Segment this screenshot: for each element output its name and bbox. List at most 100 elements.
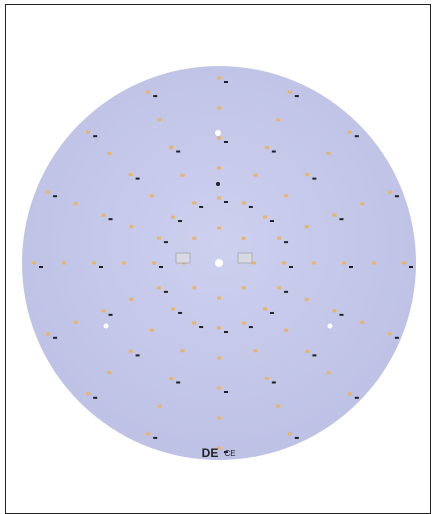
led <box>86 130 91 134</box>
led <box>402 261 406 265</box>
resistor <box>339 313 344 316</box>
mount-hole <box>215 130 221 136</box>
led <box>241 236 246 240</box>
led <box>217 356 221 360</box>
led <box>253 349 258 353</box>
resistor <box>354 135 359 138</box>
led <box>264 146 269 150</box>
led <box>171 307 176 311</box>
resistor <box>53 195 58 198</box>
led <box>217 416 221 420</box>
led <box>284 328 289 332</box>
resistor <box>409 266 413 268</box>
resistor <box>284 290 289 293</box>
led <box>217 136 221 140</box>
led <box>152 261 156 265</box>
led <box>276 118 281 122</box>
led <box>253 173 258 177</box>
led <box>101 213 106 217</box>
led <box>262 307 267 311</box>
led <box>192 201 197 205</box>
led <box>387 190 392 194</box>
led <box>241 286 246 290</box>
resistor <box>224 81 228 83</box>
led <box>326 371 331 375</box>
led <box>360 202 365 206</box>
resistor <box>99 266 103 268</box>
resistor <box>339 218 344 221</box>
resistor <box>269 311 274 314</box>
resistor <box>153 436 158 439</box>
led <box>305 349 310 353</box>
led <box>252 261 256 265</box>
resistor <box>271 150 276 153</box>
led <box>146 90 151 94</box>
led <box>107 151 112 155</box>
resistor <box>159 266 163 268</box>
via <box>216 182 220 186</box>
resistor <box>93 135 98 138</box>
led <box>347 392 352 396</box>
resistor <box>199 205 204 208</box>
led <box>157 404 162 408</box>
led <box>107 371 112 375</box>
led <box>217 386 221 390</box>
led <box>149 328 154 332</box>
led <box>46 332 51 336</box>
led <box>282 261 286 265</box>
led <box>264 376 269 380</box>
resistor <box>39 266 43 268</box>
resistor <box>224 391 228 393</box>
resistor <box>153 95 158 98</box>
resistor <box>163 290 168 293</box>
led <box>128 173 133 177</box>
resistor <box>284 241 289 244</box>
resistor <box>163 241 168 244</box>
led <box>192 236 197 240</box>
led <box>326 151 331 155</box>
led <box>217 226 221 230</box>
resistor <box>93 396 98 399</box>
led <box>217 446 221 450</box>
led <box>180 173 185 177</box>
led <box>304 297 309 301</box>
led <box>217 106 221 110</box>
led <box>332 213 337 217</box>
led <box>262 215 267 219</box>
resistor <box>394 195 399 198</box>
resistor <box>224 201 228 203</box>
resistor <box>394 336 399 339</box>
led <box>171 215 176 219</box>
led <box>360 320 365 324</box>
resistor <box>108 218 113 221</box>
led <box>73 320 78 324</box>
led <box>217 196 221 200</box>
led <box>62 261 66 265</box>
de-mark: DE <box>202 446 219 460</box>
mount-hole <box>215 259 223 267</box>
resistor <box>269 220 274 223</box>
resistor <box>135 177 140 180</box>
resistor <box>53 336 58 339</box>
led <box>241 321 246 325</box>
led <box>277 236 282 240</box>
led <box>217 326 221 330</box>
resistor <box>224 451 228 453</box>
connector <box>175 252 191 264</box>
led <box>217 76 221 80</box>
led <box>276 404 281 408</box>
led <box>304 225 309 229</box>
led <box>347 130 352 134</box>
led <box>73 202 78 206</box>
led <box>128 349 133 353</box>
led <box>217 296 221 300</box>
led <box>372 261 376 265</box>
resistor <box>312 354 317 357</box>
led <box>312 261 316 265</box>
led <box>180 349 185 353</box>
led <box>305 173 310 177</box>
led <box>284 194 289 198</box>
led <box>157 118 162 122</box>
resistor <box>135 354 140 357</box>
